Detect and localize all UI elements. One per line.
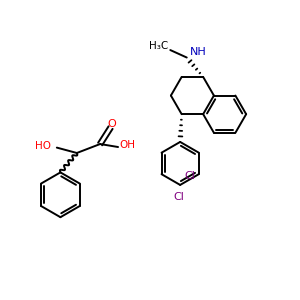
Text: Cl: Cl (184, 171, 195, 181)
Text: NH: NH (190, 47, 207, 57)
Text: Cl: Cl (173, 191, 184, 202)
Text: O: O (107, 119, 116, 129)
Text: HO: HO (35, 141, 52, 152)
Text: H₃C: H₃C (149, 41, 168, 52)
Text: OH: OH (119, 140, 135, 150)
